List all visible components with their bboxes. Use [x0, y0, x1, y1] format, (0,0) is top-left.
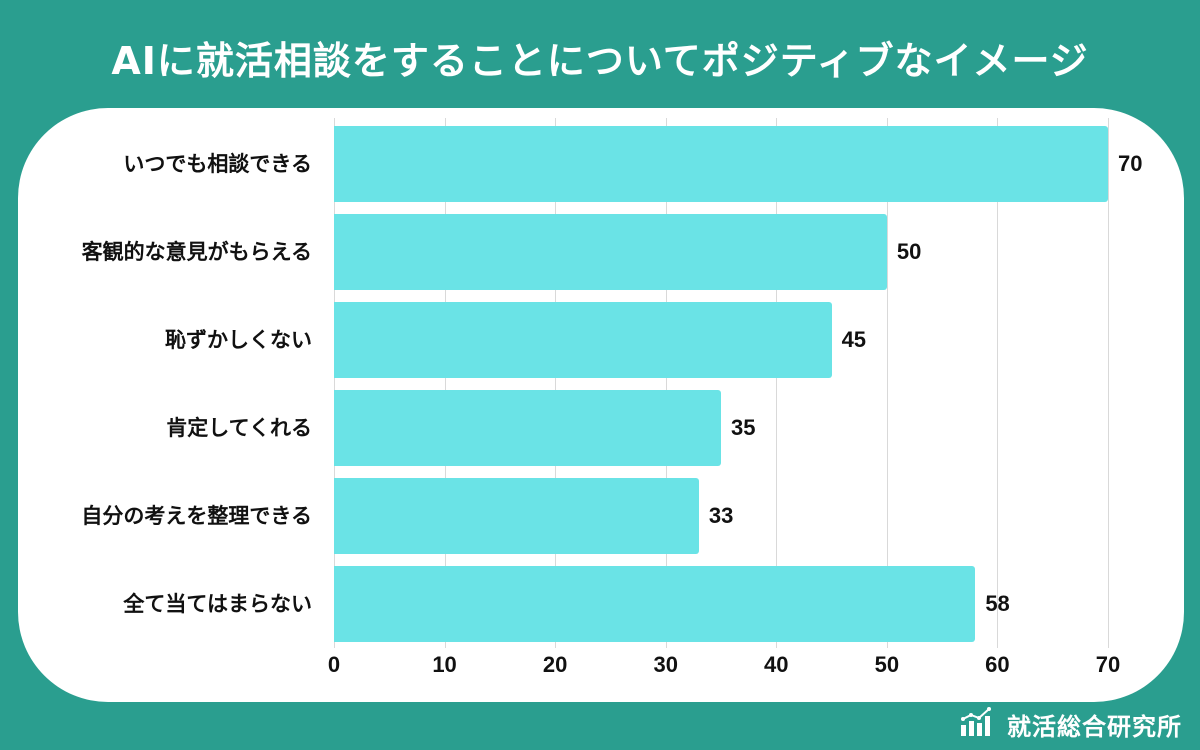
bar-value-label: 33	[708, 503, 734, 528]
category-label: 客観的な意見がもらえる	[81, 240, 312, 264]
category-label: 全て当てはまらない	[123, 592, 312, 616]
category-label: いつでも相談できる	[123, 152, 312, 176]
bar	[334, 214, 887, 290]
chart-title: AIに就活相談をすることについてポジティブなイメージ	[111, 39, 1089, 83]
gridline	[776, 118, 778, 648]
bar-row: 58	[334, 566, 1108, 642]
bar-value-label: 70	[1118, 151, 1143, 176]
x-tick-label: 10	[432, 652, 457, 677]
x-tick-label: 50	[874, 652, 900, 677]
x-tick-label: 70	[1095, 652, 1121, 677]
x-tick-label: 20	[542, 652, 568, 677]
bar-value-label: 58	[985, 591, 1010, 616]
gridline	[334, 118, 335, 648]
bar-value-label: 50	[896, 239, 922, 264]
x-tick-label: 0	[327, 652, 341, 677]
category-label: 恥ずかしくない	[165, 328, 312, 352]
category-label: 肯定してくれる	[166, 416, 312, 440]
brand-footer: 就活総合研究所	[959, 706, 1182, 742]
category-label: 自分の考えを整理できる	[81, 504, 312, 528]
bar-value-label: 45	[841, 327, 867, 352]
gridline	[555, 118, 557, 648]
x-tick-label: 40	[764, 652, 789, 677]
bar	[334, 302, 832, 378]
bar	[334, 478, 699, 554]
bar-row: 45	[334, 302, 1108, 378]
bar	[334, 390, 721, 466]
bar-value-label: 35	[731, 415, 756, 440]
bar	[334, 566, 976, 642]
gridline	[1108, 118, 1109, 648]
bar-row: 50	[334, 214, 1108, 290]
gridline	[997, 118, 999, 648]
brand-name: 就活総合研究所	[1007, 712, 1182, 741]
gridline	[886, 118, 888, 648]
x-tick-label: 60	[985, 652, 1010, 677]
gridline	[444, 118, 446, 648]
bar	[334, 126, 1108, 202]
x-tick-label: 30	[653, 652, 678, 677]
plot-area: 70 50 45 35 33 58	[334, 118, 1142, 648]
bar-chart-logo-icon	[959, 707, 999, 741]
bar-row: 33	[334, 478, 1108, 554]
bar-row: 35	[334, 390, 1108, 466]
gridline	[665, 118, 667, 648]
bar-row: 70	[334, 126, 1142, 202]
